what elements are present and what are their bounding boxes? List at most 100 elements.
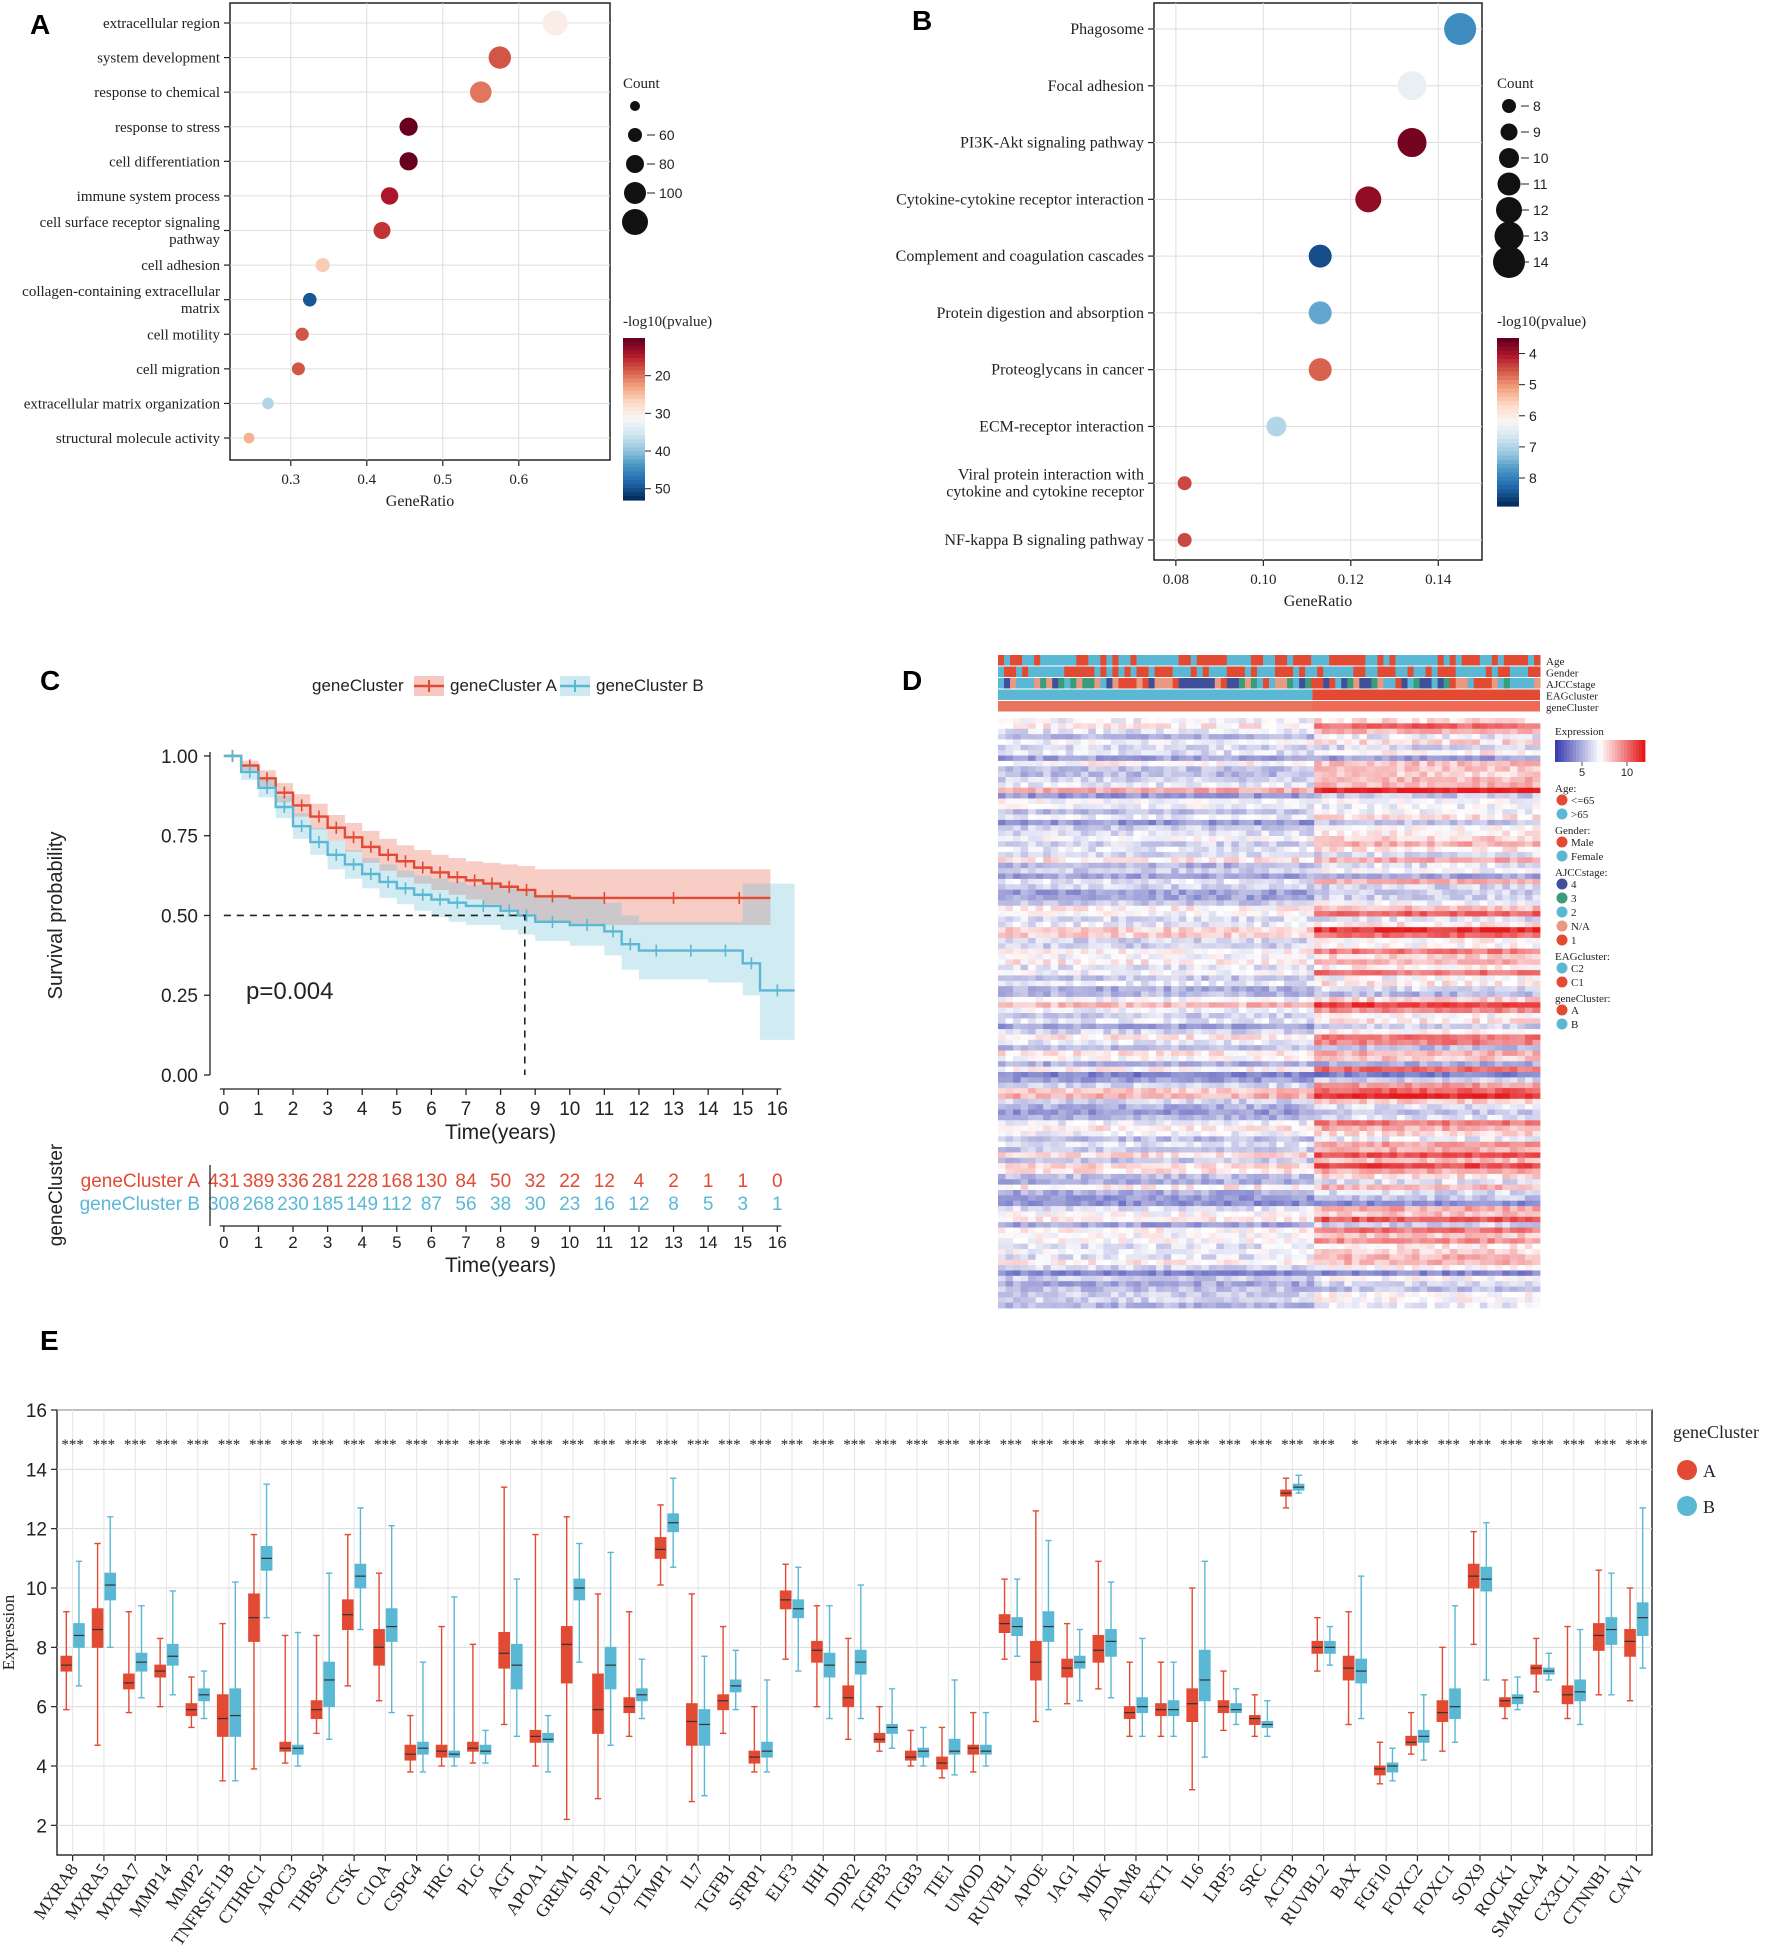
heatmap-cell: [1366, 718, 1375, 724]
heatmap-cell: [1419, 841, 1428, 848]
heatmap-cell: [1193, 954, 1202, 960]
heatmap-cell: [1412, 825, 1420, 832]
heatmap-cell: [1351, 825, 1360, 832]
heatmap-cell: [1013, 862, 1021, 869]
heatmap-cell: [1005, 744, 1014, 751]
term-label: response to stress: [115, 120, 220, 136]
heatmap-cell: [1396, 878, 1405, 885]
heatmap-cell: [1148, 905, 1157, 912]
heatmap-cell: [1231, 954, 1240, 960]
heatmap-cell: [1457, 852, 1466, 858]
x-tick-label: 6: [426, 1099, 437, 1120]
heatmap-cell: [1058, 814, 1067, 821]
heatmap-cell: [1110, 793, 1119, 799]
heatmap-cell: [1088, 943, 1097, 950]
term-label: ECM-receptor interaction: [979, 418, 1144, 435]
heatmap-cell: [1043, 771, 1052, 778]
annotation-cell: [1028, 666, 1035, 677]
annotation-cell: [1443, 666, 1451, 677]
heatmap-cell: [1261, 825, 1270, 832]
heatmap-cell: [1133, 986, 1142, 992]
heatmap-cell: [1261, 1029, 1270, 1035]
heatmap-cell: [1509, 750, 1518, 756]
heatmap-cell: [1494, 943, 1503, 950]
risk-table-count: 0: [772, 1171, 783, 1192]
heatmap-cell: [1442, 932, 1451, 939]
heatmap-cell: [1389, 884, 1398, 891]
heatmap-cell: [1502, 1029, 1511, 1035]
heatmap-cell: [1509, 825, 1518, 832]
heatmap-cell: [1231, 996, 1240, 1003]
heatmap-cell: [1058, 1013, 1067, 1019]
heatmap-cell: [1088, 814, 1097, 821]
color-legend-swatch: [623, 475, 645, 481]
risk-table-count: 389: [243, 1171, 275, 1192]
heatmap-cell: [998, 948, 1006, 955]
heatmap-cell: [1457, 975, 1466, 982]
heatmap-cell: [1080, 814, 1089, 821]
heatmap-cell: [1404, 996, 1413, 1003]
heatmap-cell: [1125, 782, 1134, 789]
term-label: Protein digestion and absorption: [936, 305, 1144, 322]
heatmap-cell: [1050, 798, 1059, 805]
heatmap-cell: [1186, 1023, 1195, 1030]
heatmap-cell: [1103, 819, 1112, 826]
heatmap-cell: [1216, 878, 1225, 885]
heatmap-cell: [1148, 744, 1157, 751]
heatmap-cell: [1141, 755, 1149, 762]
heatmap-cell: [1065, 1034, 1074, 1041]
heatmap-cell: [1366, 980, 1375, 987]
heatmap-cell: [1374, 755, 1383, 762]
heatmap-cell: [1050, 846, 1059, 853]
heatmap-cell: [1381, 760, 1390, 767]
heatmap-cell: [1050, 857, 1059, 864]
heatmap-cell: [1472, 932, 1481, 939]
heatmap-cell: [1133, 868, 1142, 874]
term-label: cell surface receptor signaling: [40, 215, 221, 231]
heatmap-cell: [1344, 766, 1353, 773]
heatmap-cell: [1396, 1007, 1405, 1014]
heatmap-cell: [1013, 878, 1021, 885]
color-legend-swatch: [1497, 455, 1519, 461]
heatmap-cell: [1396, 868, 1405, 874]
heatmap-cell: [1253, 846, 1262, 853]
heatmap-cell: [1359, 884, 1368, 891]
heatmap-cell: [1269, 900, 1277, 907]
heatmap-cell: [1156, 1023, 1165, 1030]
heatmap-cell: [1238, 954, 1247, 960]
heatmap-cell: [1381, 862, 1390, 869]
term-label: Proteoglycans in cancer: [991, 362, 1145, 379]
heatmap-cell: [1381, 868, 1390, 874]
heatmap-cell: [1344, 771, 1353, 778]
color-legend-swatch: [1497, 401, 1519, 406]
heatmap-cell: [1171, 911, 1180, 917]
risk-table-x-tick-label: 14: [699, 1233, 718, 1252]
heatmap-cell: [1133, 782, 1142, 789]
heatmap-cell: [1524, 718, 1533, 724]
heatmap-cell: [1457, 777, 1466, 783]
heatmap-cell: [1073, 734, 1082, 740]
heatmap-cell: [1178, 937, 1187, 944]
heatmap-cell: [1359, 1023, 1368, 1030]
heatmap-cell: [1020, 873, 1029, 880]
heatmap-cell: [1186, 889, 1195, 896]
heatmap-cell: [1291, 760, 1300, 767]
heatmap-cell: [1396, 777, 1405, 783]
heatmap-cell: [1231, 878, 1240, 885]
heatmap-cell: [1427, 937, 1436, 944]
heatmap-cell: [1314, 782, 1323, 789]
heatmap-cell: [1186, 911, 1195, 917]
heatmap-cell: [1043, 878, 1052, 885]
heatmap-cell: [1351, 927, 1360, 933]
heatmap-cell: [1080, 718, 1089, 724]
heatmap-cell: [1389, 1013, 1398, 1019]
heatmap-cell: [1381, 1029, 1390, 1035]
heatmap-cell: [1291, 927, 1300, 933]
heatmap-cell: [1073, 1002, 1082, 1009]
heatmap-cell: [1487, 836, 1496, 842]
heatmap-cell: [1276, 959, 1285, 966]
heatmap-cell: [1208, 777, 1217, 783]
heatmap-cell: [1442, 744, 1451, 751]
heatmap-cell: [1366, 814, 1375, 821]
heatmap-cell: [1351, 916, 1360, 923]
